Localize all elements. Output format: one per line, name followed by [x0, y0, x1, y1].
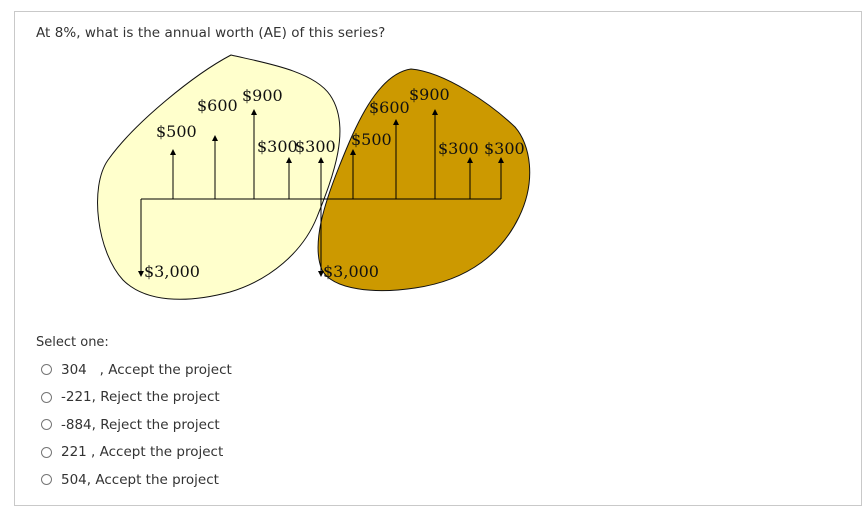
radio-button[interactable]	[41, 474, 52, 486]
answer-option-label[interactable]: 304 , Accept the project	[61, 361, 232, 378]
right-label-600: $600	[369, 98, 410, 117]
left-label-500: $500	[156, 122, 197, 141]
cash-flow-diagram: $500 $600 $900 $300 $300 $3,000 $500 $60…	[97, 54, 531, 300]
answer-option[interactable]: 221 , Accept the project	[41, 439, 232, 467]
left-label-300-a: $300	[257, 137, 298, 156]
question-card: At 8%, what is the annual worth (AE) of …	[14, 11, 862, 506]
right-label-3000: $3,000	[323, 262, 379, 281]
question-text: At 8%, what is the annual worth (AE) of …	[36, 25, 386, 41]
left-timeline	[138, 109, 324, 277]
answer-option-label[interactable]: 504, Accept the project	[61, 471, 219, 488]
left-label-300-b: $300	[295, 137, 336, 156]
right-timeline	[318, 109, 504, 277]
left-label-900: $900	[242, 86, 283, 105]
right-label-300-b: $300	[484, 139, 525, 158]
right-label-300-a: $300	[438, 139, 479, 158]
answer-option[interactable]: -884, Reject the project	[41, 411, 232, 439]
select-one-label: Select one:	[36, 335, 109, 350]
right-label-500: $500	[351, 130, 392, 149]
answer-option[interactable]: 504, Accept the project	[41, 466, 232, 494]
right-cash-flow-blob	[317, 68, 531, 292]
answer-option[interactable]: 304 , Accept the project	[41, 356, 232, 384]
radio-button[interactable]	[41, 364, 52, 376]
left-label-3000: $3,000	[144, 262, 200, 281]
answer-option-label[interactable]: -884, Reject the project	[61, 416, 220, 433]
radio-button[interactable]	[41, 446, 52, 458]
answer-option-label[interactable]: -221, Reject the project	[61, 389, 220, 406]
answer-option[interactable]: -221, Reject the project	[41, 384, 232, 412]
answer-options: 304 , Accept the project -221, Reject th…	[41, 356, 232, 494]
radio-button[interactable]	[41, 419, 52, 431]
left-cash-flow-blob	[97, 54, 341, 300]
right-label-900: $900	[409, 85, 450, 104]
radio-button[interactable]	[41, 391, 52, 403]
answer-option-label[interactable]: 221 , Accept the project	[61, 444, 224, 461]
left-label-600: $600	[197, 96, 238, 115]
